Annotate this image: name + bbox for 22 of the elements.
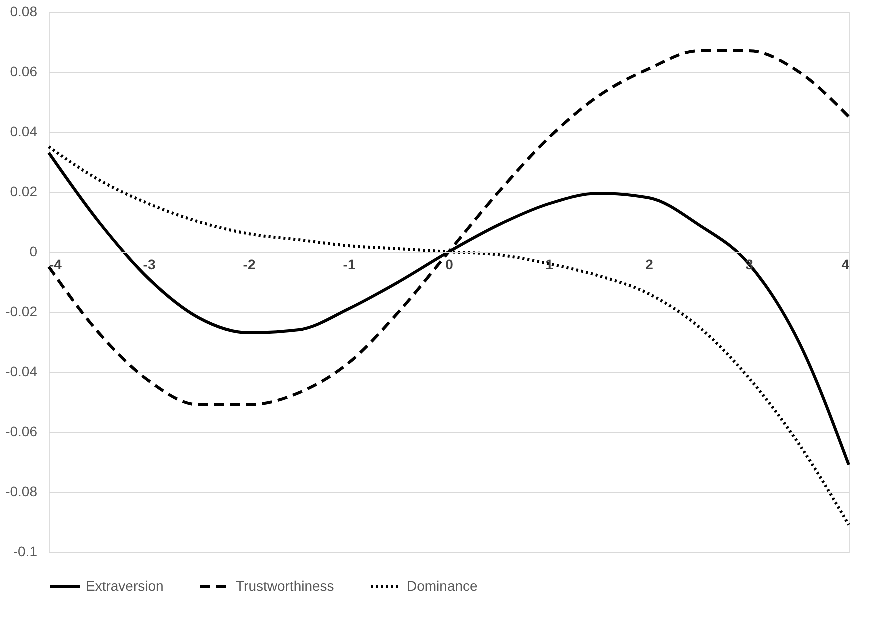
x-tick-label: -2: [243, 256, 256, 272]
x-tick-label: 1: [546, 256, 554, 272]
y-tick-label: -0.08: [6, 484, 38, 500]
x-tick-label: -3: [143, 256, 156, 272]
legend-label: Trustworthiness: [236, 578, 334, 594]
y-tick-label: 0: [30, 244, 38, 260]
y-tick-label: 0.08: [10, 4, 38, 20]
x-tick-label: -1: [343, 256, 356, 272]
x-tick-label: 0: [446, 256, 454, 272]
legend-label: Dominance: [407, 578, 478, 594]
x-tick-label: 2: [646, 256, 654, 272]
y-tick-label: 0.04: [10, 124, 38, 140]
y-tick-label: 0.06: [10, 64, 38, 80]
x-tick-label: 3: [746, 256, 754, 272]
x-tick-label: 4: [842, 256, 850, 272]
y-tick-label: -0.04: [6, 364, 38, 380]
y-tick-label: 0.02: [10, 184, 38, 200]
y-tick-label: -0.06: [6, 424, 38, 440]
x-tick-label: -4: [50, 256, 62, 272]
y-tick-label: -0.02: [6, 304, 38, 320]
legend-label: Extraversion: [86, 578, 164, 594]
y-tick-label: -0.1: [13, 544, 38, 560]
